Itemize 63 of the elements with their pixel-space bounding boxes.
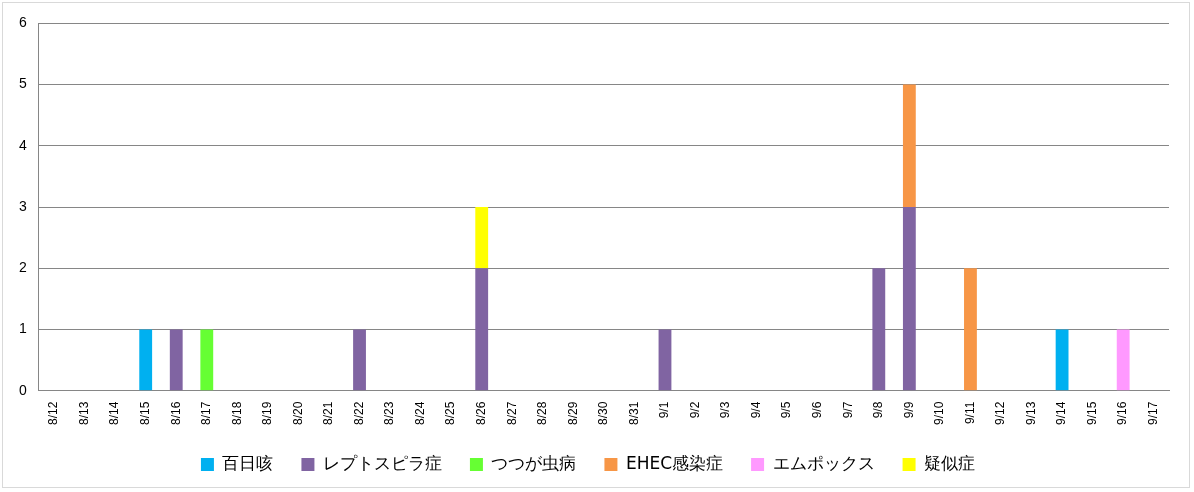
x-tick-label: 9/13 [1023, 401, 1038, 425]
x-tick-label: 9/15 [1084, 401, 1099, 425]
bar [872, 268, 886, 391]
x-tick-label: 9/10 [932, 401, 947, 425]
x-tick-label: 9/7 [840, 401, 855, 419]
x-tick-label: 8/23 [382, 401, 397, 425]
x-tick-label: 9/17 [1146, 401, 1161, 425]
legend-label: つつが虫病 [491, 452, 577, 473]
x-tick-label: 8/19 [260, 401, 275, 425]
legend-label: レプトスピラ症 [322, 452, 442, 473]
x-tick-label: 8/29 [565, 401, 580, 425]
x-tick-label: 9/12 [993, 401, 1008, 425]
bar [964, 268, 977, 391]
x-tick-label: 9/3 [718, 401, 733, 419]
x-tick-label: 8/22 [351, 401, 366, 425]
x-tick-label: 9/6 [810, 401, 825, 419]
bar [169, 329, 183, 391]
y-tick-label: 3 [18, 197, 27, 214]
x-tick-label: 9/1 [657, 401, 672, 419]
x-tick-label: 8/13 [76, 401, 91, 425]
bar [902, 84, 916, 208]
x-tick-label: 8/17 [199, 401, 214, 425]
bar [475, 268, 489, 391]
y-tick-label: 2 [18, 259, 27, 276]
y-tick-label: 5 [18, 75, 27, 92]
x-tick-label: 9/2 [687, 401, 702, 419]
x-tick-label: 8/25 [443, 401, 458, 425]
x-tick-label: 9/11 [962, 401, 977, 425]
x-tick-label: 8/27 [504, 401, 519, 425]
x-tick-label: 9/9 [901, 401, 916, 419]
bar [200, 329, 214, 391]
bar [658, 329, 672, 391]
y-tick-label: 6 [18, 14, 27, 31]
bar [1116, 329, 1130, 391]
x-tick-label: 8/12 [46, 401, 61, 425]
legend-label: 百日咳 [222, 452, 274, 473]
legend-label: エムポックス [772, 452, 875, 473]
bar [139, 329, 153, 391]
x-tick-label: 9/4 [748, 401, 763, 419]
x-tick-label: 9/5 [779, 401, 794, 419]
x-tick-label: 8/26 [474, 401, 489, 425]
x-tick-label: 8/16 [168, 401, 183, 425]
y-tick-label: 0 [18, 381, 27, 398]
legend-label: EHEC感染症 [625, 452, 724, 473]
bar [475, 207, 489, 269]
y-tick-label: 1 [18, 320, 27, 337]
x-tick-label: 8/20 [290, 401, 305, 425]
x-tick-label: 8/14 [107, 401, 122, 425]
x-tick-label: 9/14 [1054, 401, 1069, 425]
x-tick-label: 9/16 [1115, 401, 1130, 425]
bar [353, 329, 366, 391]
legend-label: 疑似症 [924, 452, 976, 473]
x-tick-label: 8/31 [626, 401, 641, 425]
x-tick-label: 8/28 [535, 401, 550, 425]
x-tick-label: 9/8 [871, 401, 886, 419]
x-tick-label: 8/21 [321, 401, 336, 425]
y-tick-label: 4 [18, 136, 27, 153]
bar [902, 207, 916, 391]
x-tick-label: 8/30 [596, 401, 611, 425]
x-tick-label: 8/15 [138, 401, 153, 425]
x-tick-label: 8/24 [412, 401, 427, 425]
x-tick-label: 8/18 [229, 401, 244, 425]
bar [1055, 329, 1069, 391]
